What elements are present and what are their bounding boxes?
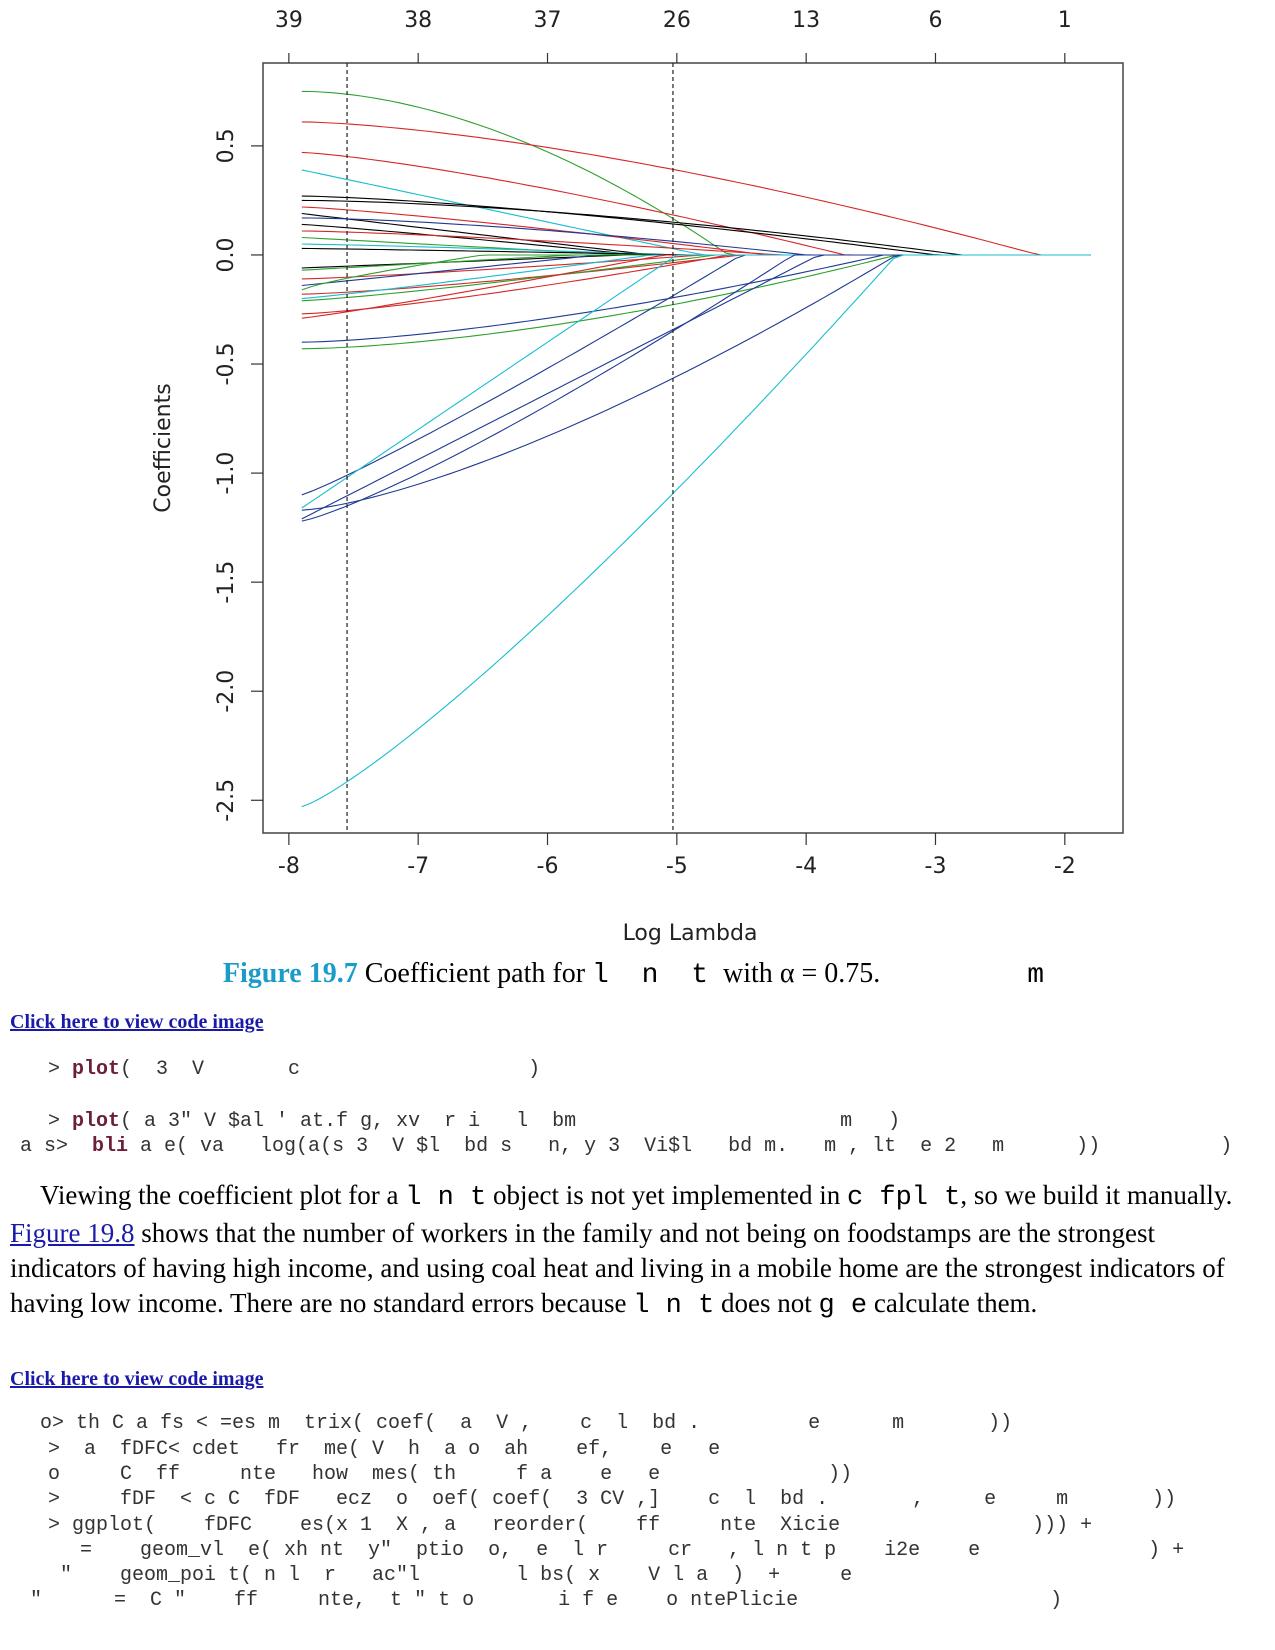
y-tick-label: -0.5 bbox=[214, 343, 239, 386]
x-tick-label: -7 bbox=[407, 854, 429, 879]
code-line: o C ff nte how mes( th f a e e )) bbox=[48, 1463, 853, 1486]
figure-number: Figure 19.7 bbox=[222, 958, 358, 989]
code-line: o> th C a fs < =es m trix( coef( a V , c… bbox=[40, 1412, 1013, 1435]
caption-trailing: m bbox=[1027, 960, 1053, 991]
y-tick-label: -1.5 bbox=[214, 561, 239, 604]
x-axis-label: Log Lambda bbox=[623, 921, 758, 946]
code-line: > fDF < c C fDF ecz o oef( coef( 3 CV ,]… bbox=[48, 1488, 1177, 1511]
x-tick-label: -6 bbox=[537, 854, 559, 879]
top-tick-label: 37 bbox=[534, 8, 562, 33]
x-tick-label: -4 bbox=[795, 854, 817, 879]
code-line: " = C " ff nte, t " t o i f e o ntePlici… bbox=[30, 1589, 1063, 1612]
top-tick-label: 39 bbox=[275, 8, 303, 33]
view-code-image-link[interactable]: Click here to view code image bbox=[10, 1368, 264, 1390]
figure-19-8-link[interactable]: Figure 19.8 bbox=[10, 1218, 135, 1248]
coefficient-path-32 bbox=[301, 254, 1091, 808]
reference-lines bbox=[346, 63, 674, 833]
x-tick-label: -5 bbox=[666, 854, 688, 879]
y-tick-label: 0.0 bbox=[214, 237, 239, 272]
top-tick-label: 1 bbox=[1058, 8, 1072, 33]
y-tick-label: -2.5 bbox=[214, 779, 239, 822]
top-tick-label: 38 bbox=[404, 8, 432, 33]
code-line: = geom_vl e( xh nt y" ptio o, e l r cr ,… bbox=[80, 1539, 1185, 1562]
caption-alpha: α = 0.75. bbox=[779, 958, 881, 989]
caption-text: Coefficient path for bbox=[357, 958, 593, 989]
top-tick-label: 13 bbox=[792, 8, 820, 33]
series-lines bbox=[301, 90, 1091, 808]
y-tick-label: -1.0 bbox=[214, 452, 239, 495]
code-line: " geom_poi t( n l r ac"l l bs( x V l a )… bbox=[60, 1564, 853, 1587]
y-tick-label: -2.0 bbox=[214, 670, 239, 713]
y-axis: 0.5 0.0 -0.5 -1.0 -1.5 -2.0 -2.5 bbox=[214, 128, 263, 822]
top-axis: 39 38 37 26 13 6 1 bbox=[275, 8, 1072, 63]
top-tick-label: 26 bbox=[663, 8, 691, 33]
coefficient-path-2 bbox=[301, 121, 1091, 256]
code-line: > plot( 3 V c ) bbox=[48, 1058, 541, 1081]
view-code-image-link[interactable]: Click here to view code image bbox=[10, 1011, 264, 1033]
caption-code: l n t bbox=[592, 960, 717, 991]
figure-caption: Figure 19.7 Coefficient path for l n t w… bbox=[0, 958, 1275, 991]
x-tick-label: -8 bbox=[278, 854, 300, 879]
top-tick-label: 6 bbox=[928, 8, 942, 33]
code-line: > a fDFC< cdet fr me( V h a o ah ef, e e bbox=[48, 1438, 721, 1461]
coefficient-path-chart: -8 -7 -6 -5 -4 -3 -2 0.5 0.0 -0.5 -1.0 -1.5 -2.0 -2.… bbox=[151, 8, 1124, 946]
code-line: a s> bli a e( va log(a(s 3 V $l bd s n, … bbox=[20, 1135, 1233, 1158]
y-axis-label: Coefficients bbox=[151, 383, 176, 512]
caption-with: with bbox=[716, 958, 780, 989]
y-tick-label: 0.5 bbox=[214, 128, 239, 163]
x-tick-label: -3 bbox=[925, 854, 947, 879]
plot-area-frame bbox=[262, 62, 1124, 834]
code-line: > ggplot( fDFC es(x 1 X , a reorder( ff … bbox=[48, 1514, 1093, 1537]
code-line: > plot( a 3" V $al ' at.f g, xv r i l bm… bbox=[48, 1110, 901, 1133]
x-tick-label: -2 bbox=[1054, 854, 1076, 879]
body-paragraph: Viewing the coefficient plot for a l n t… bbox=[10, 1180, 1233, 1321]
x-axis: -8 -7 -6 -5 -4 -3 -2 bbox=[278, 833, 1076, 879]
